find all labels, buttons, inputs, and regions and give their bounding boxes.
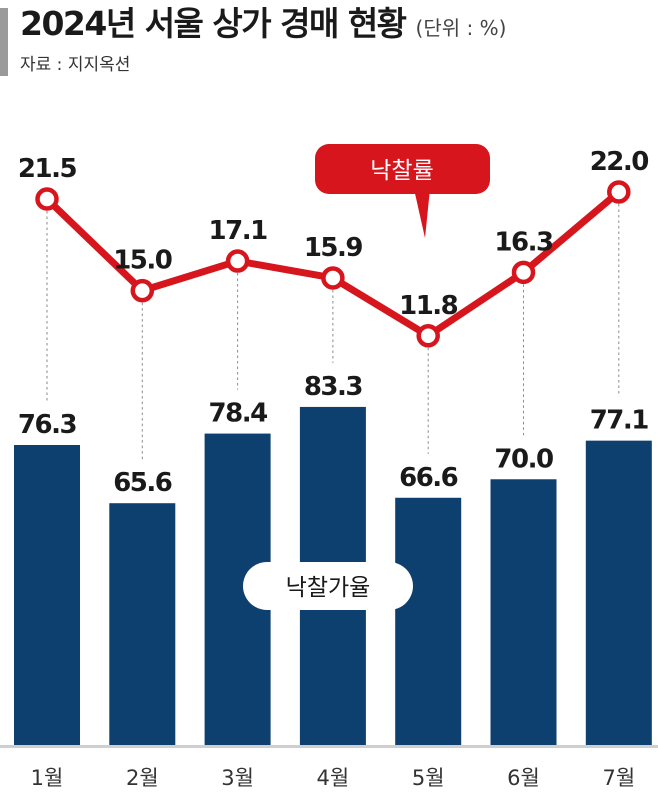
line-point (225, 249, 250, 273)
bar-value-label: 76.3 (18, 410, 77, 440)
guide-lines (46, 203, 620, 460)
bar-1 (14, 445, 80, 745)
line-value-label: 16.3 (494, 227, 553, 257)
chart-title: 2024년 서울 상가 경매 현황 (단위 : %) (20, 2, 506, 50)
bar-value-label: 65.6 (113, 468, 172, 498)
callout-pointer (414, 189, 430, 238)
x-tick-label: 2월 (126, 766, 159, 790)
x-tick-label: 6월 (507, 766, 540, 790)
source-label: 자료 : 지지옥션 (20, 55, 131, 75)
x-axis-line (0, 745, 658, 748)
line-point (321, 266, 345, 290)
line-series (35, 180, 631, 348)
line-point (130, 278, 155, 303)
line-value-label: 22.0 (590, 147, 649, 177)
line-point (511, 260, 536, 285)
title-text: 2024년 서울 상가 경매 현황 (20, 4, 407, 43)
bar-value-label: 66.6 (399, 463, 458, 493)
bar-7 (585, 440, 652, 745)
bar-2 (109, 503, 176, 745)
bar-5 (395, 497, 462, 745)
bar-value-label: 70.0 (494, 444, 553, 474)
x-tick-label: 3월 (221, 766, 254, 790)
bar-6 (490, 479, 557, 745)
bar-series (14, 406, 652, 745)
x-tick-label: 4월 (317, 766, 350, 790)
x-tick-label: 1월 (31, 766, 64, 790)
x-tick-label: 5월 (412, 766, 445, 790)
line-value-label: 21.5 (18, 154, 77, 184)
bar-legend-badge: 낙찰가율 (243, 562, 413, 610)
bar-value-label: 83.3 (304, 372, 363, 402)
line-legend-text: 낙찰률 (370, 158, 433, 184)
bar-value-labels: 76.3 65.6 78.4 83.3 66.6 70.0 77.1 (18, 372, 650, 498)
line-point (416, 324, 440, 348)
bar-value-label: 77.1 (590, 406, 649, 436)
line-value-labels: 21.5 15.0 17.1 15.9 11.8 16.3 22.0 (18, 147, 650, 321)
title-accent-bar (0, 8, 8, 76)
bar-legend-text: 낙찰가율 (286, 575, 371, 601)
line-value-label: 15.9 (304, 233, 363, 263)
line-value-label: 17.1 (209, 216, 268, 246)
line-value-label: 15.0 (113, 246, 172, 276)
line-value-label: 11.8 (399, 291, 458, 321)
x-axis-labels: 1월 2월 3월 4월 5월 6월 7월 (31, 766, 635, 790)
bar-legend-pill (243, 562, 413, 610)
x-tick-label: 7월 (602, 766, 635, 790)
unit-label: (단위 : %) (415, 16, 507, 40)
line-point (35, 187, 59, 211)
line-legend-callout: 낙찰률 (315, 144, 490, 238)
line-legend-box (315, 144, 490, 194)
bar-value-label: 78.4 (209, 399, 268, 429)
line-point (607, 180, 631, 204)
